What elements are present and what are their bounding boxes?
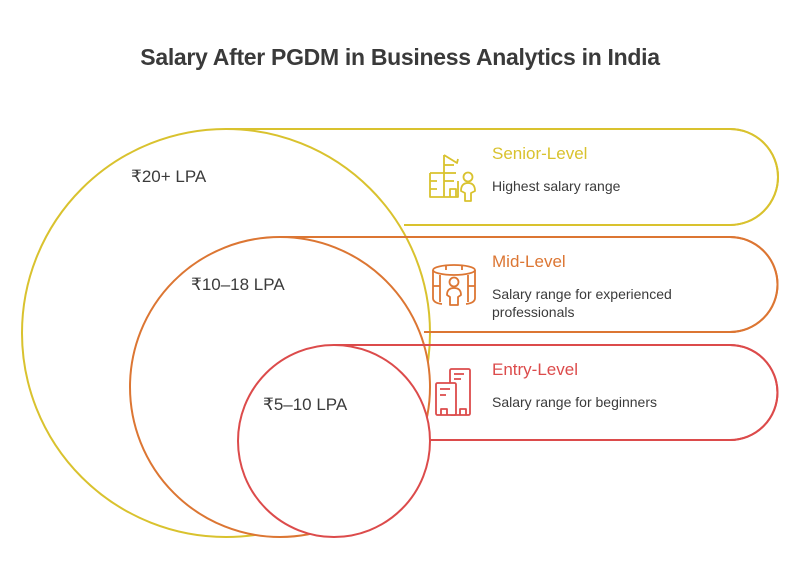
mid-salary-label: ₹10–18 LPA	[191, 275, 285, 294]
senior-level-description: Highest salary range	[492, 178, 621, 194]
office-building-person-icon	[428, 153, 478, 208]
entry-level-description: Salary range for beginners	[492, 394, 657, 410]
mid-level-description: Salary range for experienced professiona…	[492, 286, 672, 320]
senior-level-title: Senior-Level	[492, 144, 588, 163]
mid-level-title: Mid-Level	[492, 252, 566, 271]
buildings-icon	[434, 367, 474, 422]
diagram-title: Salary After PGDM in Business Analytics …	[140, 44, 660, 70]
person-in-cylinder-icon	[430, 262, 478, 313]
entry-salary-label: ₹5–10 LPA	[263, 395, 348, 414]
senior-salary-label: ₹20+ LPA	[131, 167, 207, 186]
entry-level-title: Entry-Level	[492, 360, 578, 379]
